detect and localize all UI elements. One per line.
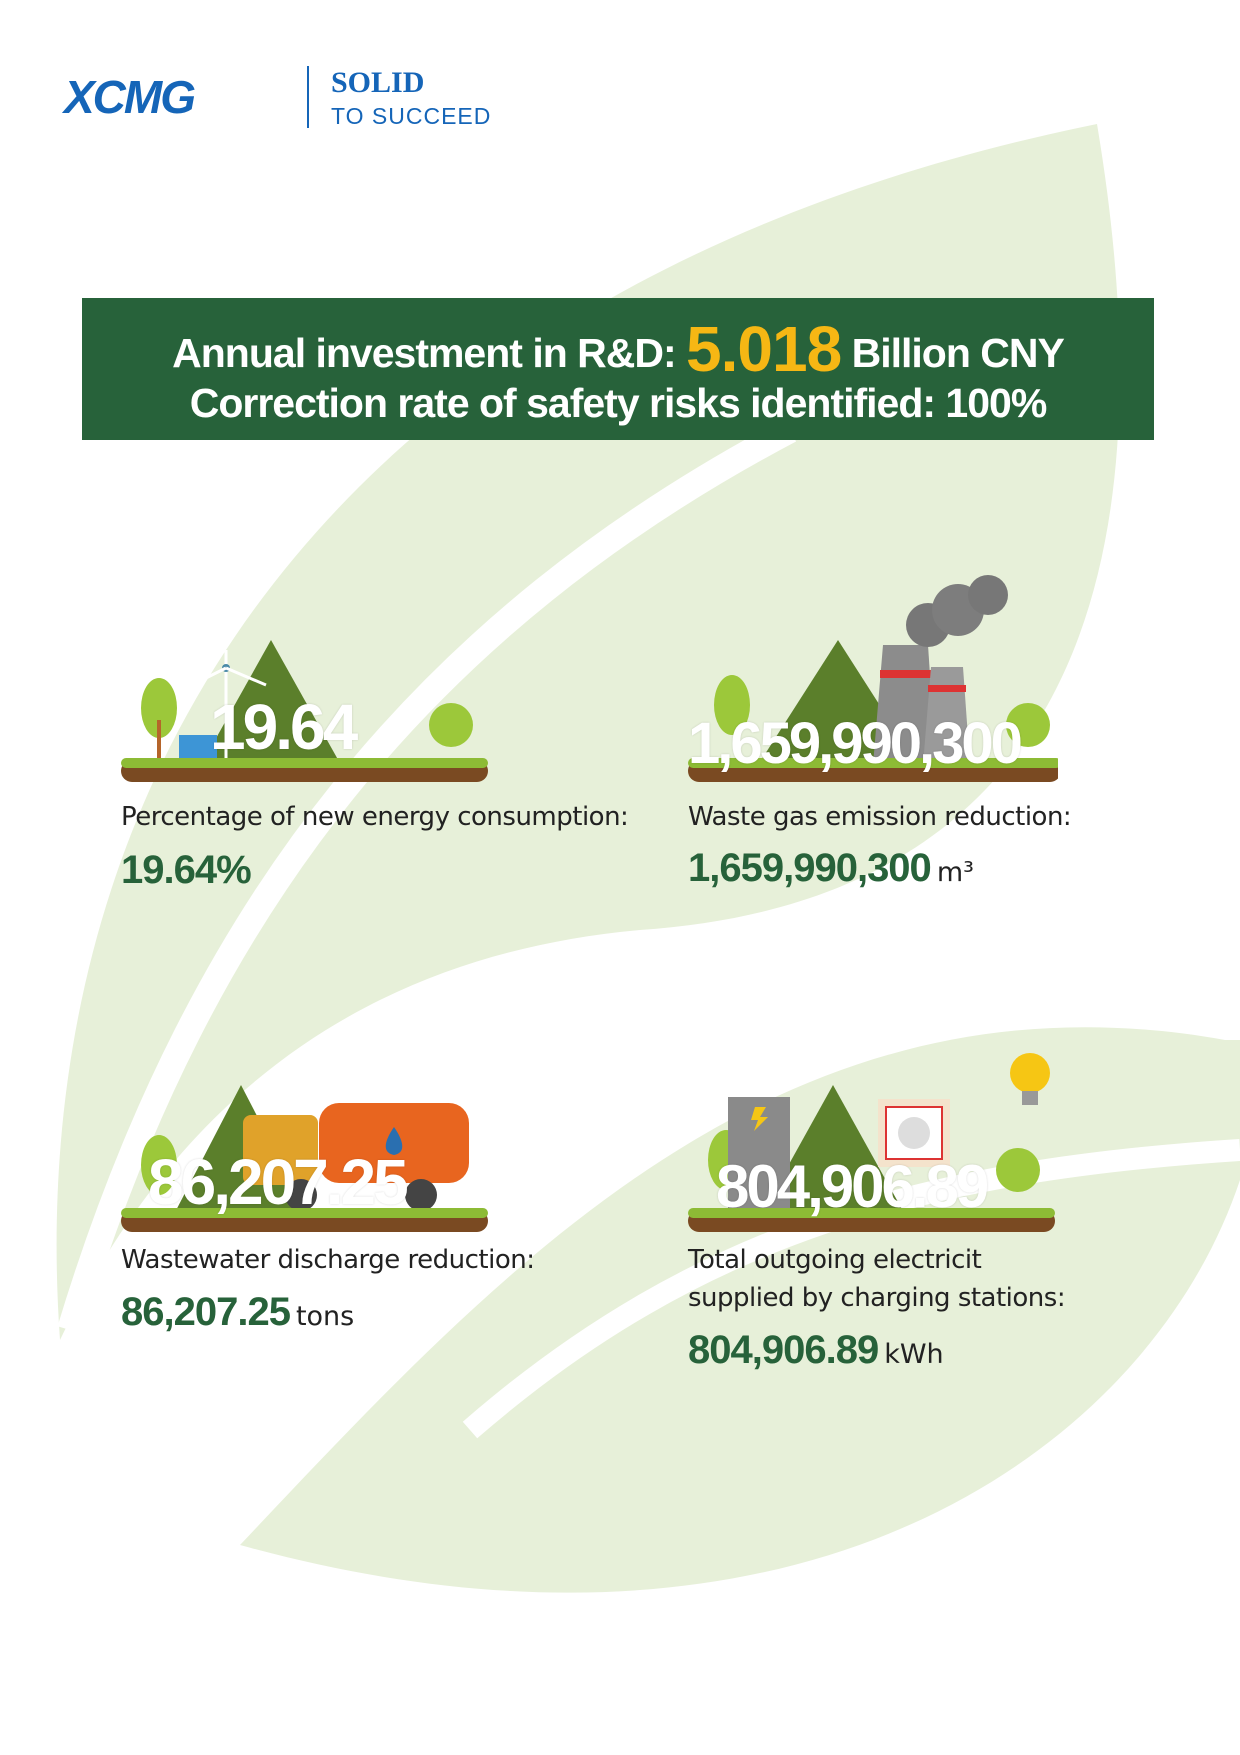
- overlay-number: 19.64: [210, 691, 358, 763]
- overlay-number: 86,207.25: [148, 1146, 409, 1218]
- stat-label: supplied by charging stations:: [688, 1283, 1066, 1313]
- stat-number: 1,659,990,300: [688, 846, 932, 890]
- banner: Annual investment in R&D: 5.018 Billion …: [82, 298, 1154, 440]
- stat-value: 86,207.25 tons: [121, 1290, 354, 1335]
- banner-value: 5.018: [686, 313, 842, 385]
- stat-label: Total outgoing electricit: [688, 1245, 982, 1275]
- illustration: [688, 575, 1058, 782]
- illustration: [688, 1053, 1055, 1232]
- slogan: TO SUCCEED: [331, 103, 492, 129]
- illustration: [121, 640, 488, 782]
- banner-label: Annual investment in R&D:: [172, 330, 676, 376]
- stat-unit: tons: [295, 1301, 355, 1332]
- stat-label: Waste gas emission reduction:: [688, 802, 1072, 832]
- brand-logo: XCMG: [64, 71, 196, 123]
- banner-line: Annual investment in R&D: 5.018 Billion …: [82, 312, 1154, 386]
- overlay-number: 804,906.89: [716, 1153, 989, 1220]
- stat-unit: m³: [936, 857, 974, 888]
- stat-label: Percentage of new energy consumption:: [121, 802, 629, 832]
- stat-number: 86,207.25: [121, 1290, 291, 1334]
- stat-value: 804,906.89 kWh: [688, 1328, 944, 1373]
- overlay-number: 1,659,990,300: [688, 711, 1023, 776]
- stat-value: 1,659,990,300 m³: [688, 846, 974, 891]
- stat-unit: kWh: [884, 1339, 944, 1370]
- banner-line: Correction rate of safety risks identifi…: [189, 380, 1048, 426]
- stat-label: Wastewater discharge reduction:: [121, 1245, 535, 1275]
- stat-value: 19.64%: [121, 848, 252, 892]
- illustration: [121, 1085, 488, 1232]
- slogan: SOLID: [331, 66, 425, 99]
- banner-unit: Billion CNY: [851, 330, 1065, 376]
- logo-separator: [307, 66, 309, 128]
- stat-number: 804,906.89: [688, 1328, 879, 1372]
